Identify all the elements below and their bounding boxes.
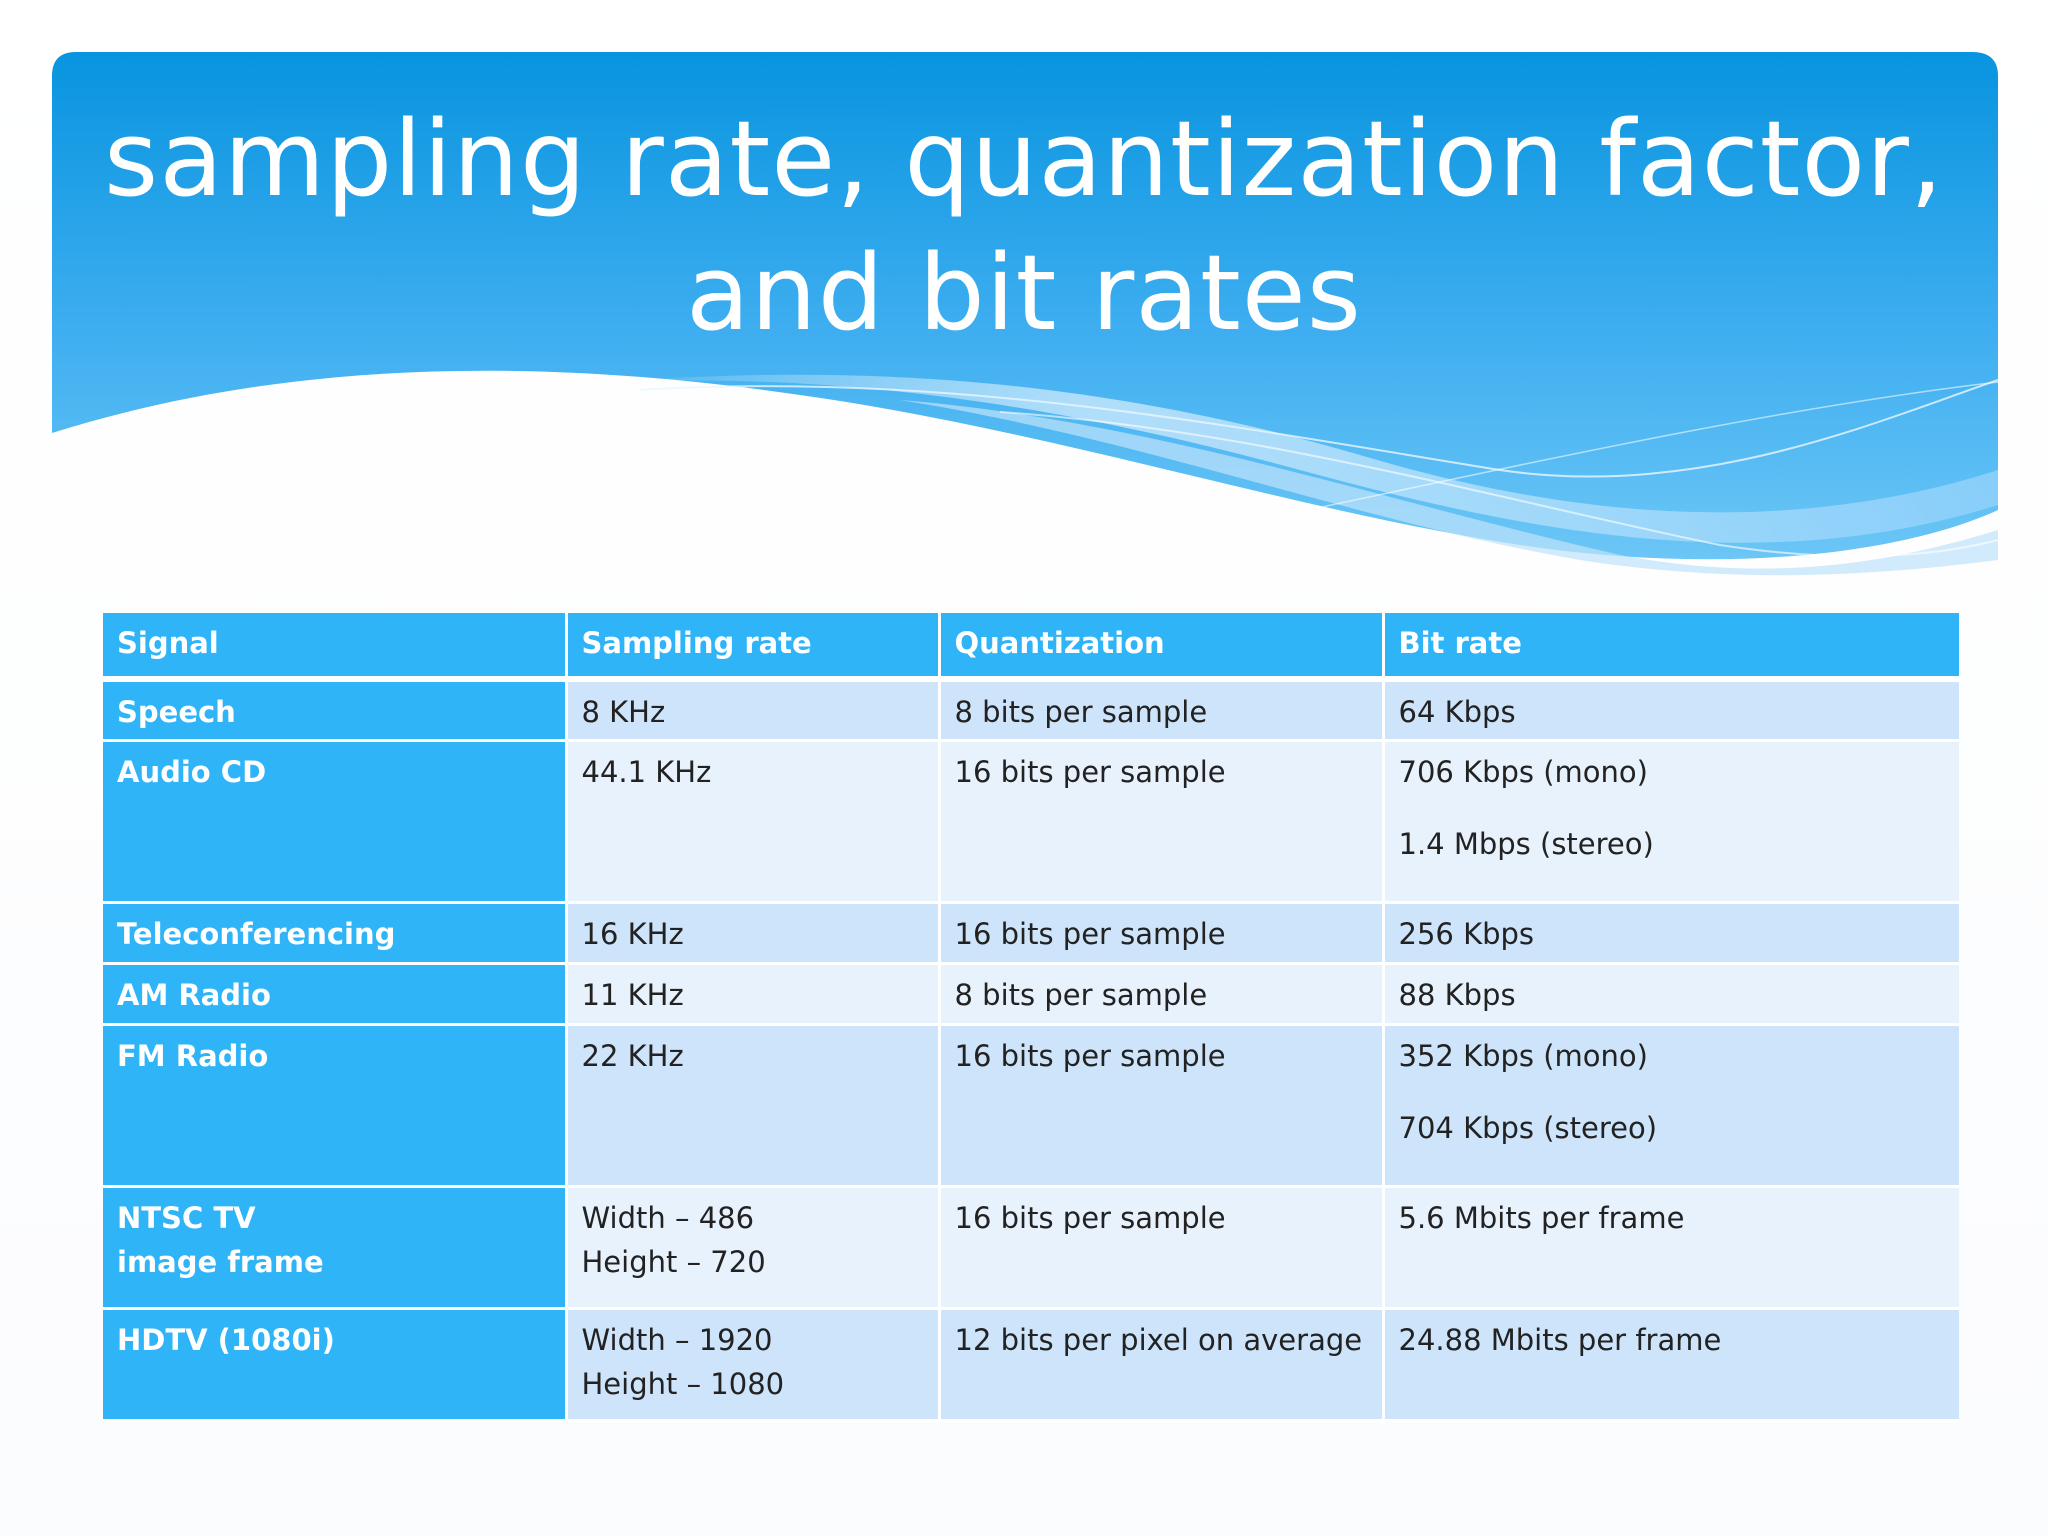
cell-bit-rate: 256 Kbps [1383,902,1959,965]
cell-text: 24.88 Mbits per frame [1398,1322,1722,1357]
cell-text: 256 Kbps [1398,916,1535,951]
cell-quantization: 16 bits per sample [939,902,1385,965]
table-header-row: Signal Sampling rate Quantization Bit ra… [103,613,1959,682]
cell-bit-rate: 24.88 Mbits per frame [1383,1308,1959,1422]
cell-sampling-rate: Width – 1920 Height – 1080 [566,1308,941,1422]
column-header-quantization: Quantization [939,613,1385,682]
cell-text: 16 bits per sample [954,1038,1226,1073]
wave-line-1 [639,379,1999,478]
cell-text: HDTV (1080i) [117,1322,335,1357]
cell-text: 44.1 KHz [581,754,712,789]
cell-text: Width – 1920 [581,1322,773,1357]
cell-sampling-rate: Width – 486 Height – 720 [566,1186,941,1310]
cell-bit-rate: 64 Kbps [1383,679,1959,742]
cell-text: 16 KHz [581,916,684,951]
cell-text: 16 bits per sample [954,754,1226,789]
cell-text: 8 KHz [581,695,666,729]
title-line-2: and bit rates [686,232,1362,354]
cell-sampling-rate: 8 KHz [566,679,941,742]
cell-text: Height – 720 [581,1244,766,1279]
cell-bit-rate: 88 Kbps [1383,963,1959,1026]
row-label-ntsc-tv: NTSC TV image frame [103,1186,568,1310]
column-header-sampling-rate: Sampling rate [566,613,941,682]
wave-line-2 [999,411,1999,558]
cell-text: 88 Kbps [1398,977,1516,1012]
cell-text: 64 Kbps [1398,695,1516,729]
cell-text: 8 bits per sample [954,977,1208,1012]
table-row: FM Radio 22 KHz 16 bits per sample 352 K… [103,1024,1959,1188]
cell-text: FM Radio [117,1038,269,1073]
cell-text: Width – 486 [581,1200,755,1235]
cell-quantization: 12 bits per pixel on average [939,1308,1385,1422]
slide-title: sampling rate, quantization factor, and … [52,92,1996,360]
table-row: Teleconferencing 16 KHz 16 bits per samp… [103,902,1959,965]
row-label-am-radio: AM Radio [103,963,568,1026]
cell-sampling-rate: 11 KHz [566,963,941,1026]
cell-quantization: 16 bits per sample [939,740,1385,904]
wave-line-3 [1259,381,1999,521]
cell-bit-rate: 706 Kbps (mono) 1.4 Mbps (stereo) [1383,740,1959,904]
column-header-bit-rate: Bit rate [1383,613,1959,682]
cell-quantization: 16 bits per sample [939,1186,1385,1310]
cell-quantization: 8 bits per sample [939,679,1385,742]
cell-text: 12 bits per pixel on average [954,1322,1363,1357]
cell-text: 16 bits per sample [954,916,1226,951]
bitrate-table-container: Signal Sampling rate Quantization Bit ra… [103,613,1959,1422]
cell-text: image frame [117,1244,324,1279]
table-row: Audio CD 44.1 KHz 16 bits per sample 706… [103,740,1959,904]
cell-text: 16 bits per sample [954,1200,1226,1235]
row-label-audio-cd: Audio CD [103,740,568,904]
title-line-1: sampling rate, quantization factor, [104,98,1944,220]
cell-text: 706 Kbps (mono) [1398,754,1648,789]
cell-text: 22 KHz [581,1038,684,1073]
row-label-hdtv: HDTV (1080i) [103,1308,568,1422]
cell-text: 5.6 Mbits per frame [1398,1200,1685,1235]
wave-band-2 [900,400,1998,576]
cell-text: 8 bits per sample [954,695,1208,729]
cell-bit-rate: 5.6 Mbits per frame [1383,1186,1959,1310]
row-label-fm-radio: FM Radio [103,1024,568,1188]
cell-text: Height – 1080 [581,1366,785,1401]
cell-quantization: 8 bits per sample [939,963,1385,1026]
column-header-signal: Signal [103,613,568,682]
cell-text: 11 KHz [581,977,684,1012]
cell-sampling-rate: 44.1 KHz [566,740,941,904]
table-row: Speech 8 KHz 8 bits per sample 64 Kbps [103,679,1959,742]
cell-text: 352 Kbps (mono) [1398,1038,1648,1073]
cell-text: AM Radio [117,977,271,1012]
wave-band [600,374,1998,543]
header-band [52,52,1998,560]
cell-text: Audio CD [117,754,267,789]
cell-quantization: 16 bits per sample [939,1024,1385,1188]
cell-text: NTSC TV [117,1200,256,1235]
table-row: AM Radio 11 KHz 8 bits per sample 88 Kbp… [103,963,1959,1026]
bitrate-table: Signal Sampling rate Quantization Bit ra… [103,613,1959,1422]
table-row: NTSC TV image frame Width – 486 Height –… [103,1186,1959,1310]
cell-sampling-rate: 22 KHz [566,1024,941,1188]
cell-text: 704 Kbps (stereo) [1398,1110,1658,1145]
cell-text: Speech [117,695,236,729]
cell-text: 1.4 Mbps (stereo) [1398,826,1654,861]
cell-sampling-rate: 16 KHz [566,902,941,965]
table-row: HDTV (1080i) Width – 1920 Height – 1080 … [103,1308,1959,1422]
row-label-teleconferencing: Teleconferencing [103,902,568,965]
row-label-speech: Speech [103,679,568,742]
cell-text: Teleconferencing [117,916,396,951]
cell-bit-rate: 352 Kbps (mono) 704 Kbps (stereo) [1383,1024,1959,1188]
